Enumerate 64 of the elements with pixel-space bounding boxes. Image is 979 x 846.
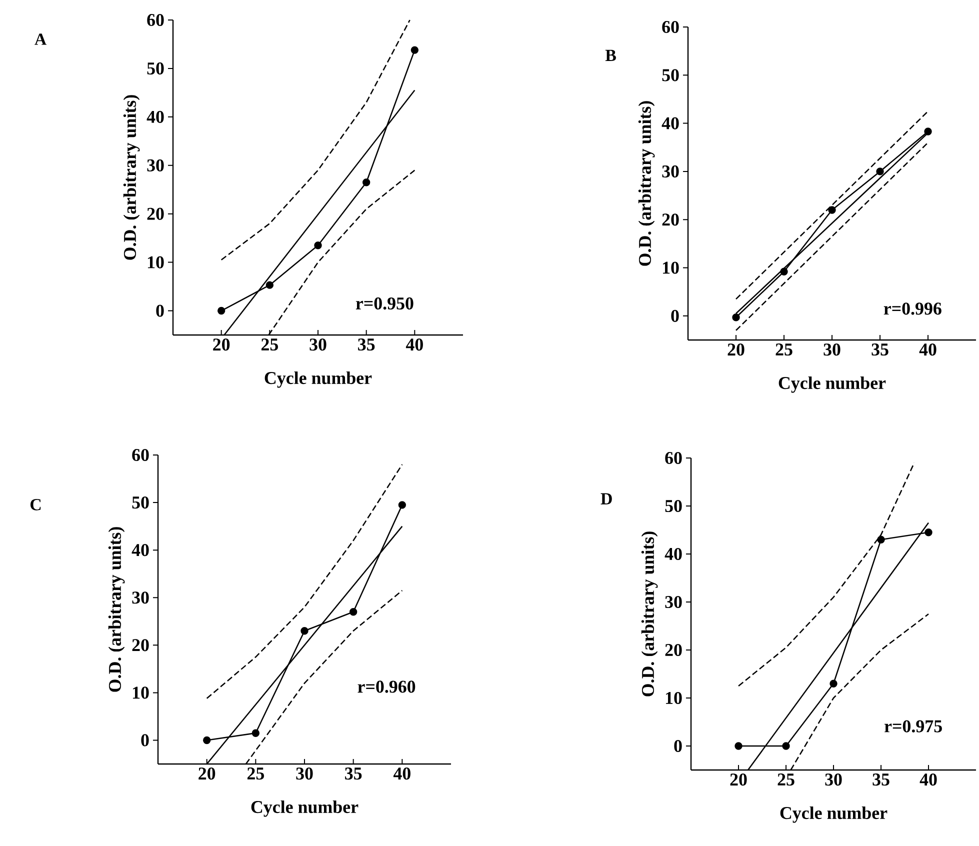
y-tick-label: 10 — [132, 686, 149, 699]
x-tick-label: 40 — [919, 344, 936, 356]
text: B — [605, 50, 616, 62]
y-tick-label: 30 — [147, 159, 164, 172]
text: C — [30, 498, 41, 510]
y-tick-label: 10 — [666, 692, 682, 704]
y-tick-label: 30 — [665, 596, 682, 608]
x-tick-label: 20 — [213, 338, 230, 351]
y-tick-label: 10 — [148, 256, 164, 268]
x-tick-label: 35 — [872, 344, 888, 356]
y-axis-title: O.D. (arbitrary units) — [108, 527, 125, 692]
y-tick-label: 60 — [662, 20, 679, 34]
x-tick-label: 35 — [345, 768, 362, 780]
x-tick-label: 20 — [198, 768, 216, 780]
x-tick-label: 40 — [406, 338, 423, 351]
y-tick-label: 0 — [156, 304, 164, 317]
y-tick-label: 20 — [132, 639, 149, 652]
x-tick-label: 25 — [778, 774, 794, 786]
y-axis-title: O.D. (arbitrary units) — [638, 101, 655, 266]
annotation: r=0.975 — [884, 720, 942, 732]
x-tick-label: 20 — [728, 344, 744, 356]
x-axis-title: Cycle number — [264, 371, 372, 388]
y-tick-label: 40 — [662, 117, 679, 130]
x-tick-label: 30 — [824, 344, 840, 356]
y-tick-label: 20 — [665, 644, 682, 656]
y-tick-label: 0 — [141, 734, 149, 746]
x-tick-label: 25 — [247, 768, 264, 780]
x-tick-label: 35 — [872, 774, 890, 786]
x-tick-label: 30 — [825, 774, 842, 786]
y-tick-label: 60 — [132, 448, 149, 462]
y-tick-label: 40 — [664, 548, 682, 560]
y-tick-label: 60 — [665, 452, 682, 464]
x-tick-label: 25 — [261, 338, 278, 351]
y-tick-label: 0 — [671, 310, 679, 322]
y-tick-label: 30 — [132, 592, 149, 604]
x-tick-label: 25 — [776, 344, 792, 356]
x-tick-label: 30 — [296, 768, 313, 780]
y-tick-label: 20 — [662, 214, 679, 226]
y-tick-label: 0 — [674, 740, 682, 752]
y-tick-label: 60 — [147, 14, 164, 26]
annotation: r=0.996 — [884, 302, 942, 315]
y-tick-label: 10 — [662, 262, 679, 274]
y-tick-label: 50 — [147, 62, 164, 75]
x-tick-label: 30 — [310, 338, 326, 351]
y-tick-label: 50 — [662, 69, 679, 82]
y-tick-label: 40 — [146, 110, 164, 123]
y-tick-label: 20 — [147, 208, 164, 220]
x-tick-label: 40 — [393, 768, 410, 780]
annotation: r=0.950 — [356, 297, 414, 310]
x-tick-label: 40 — [920, 774, 937, 786]
y-tick-label: 40 — [132, 544, 149, 556]
x-axis-title: Cycle number — [780, 806, 888, 823]
y-axis-title: O.D. (arbitrary units) — [123, 95, 140, 260]
y-tick-label: 50 — [132, 496, 149, 509]
x-tick-label: 35 — [358, 338, 375, 351]
y-tick-label: 30 — [662, 165, 679, 178]
text: D — [600, 493, 612, 504]
x-axis-title: Cycle number — [251, 800, 358, 817]
annotation: r=0.960 — [358, 680, 416, 693]
text: A — [34, 34, 47, 45]
x-tick-label: 20 — [730, 774, 747, 786]
y-axis-title: O.D. (arbitrary units) — [641, 532, 658, 696]
x-axis-title: Cycle number — [778, 376, 886, 393]
y-tick-label: 50 — [665, 500, 682, 512]
